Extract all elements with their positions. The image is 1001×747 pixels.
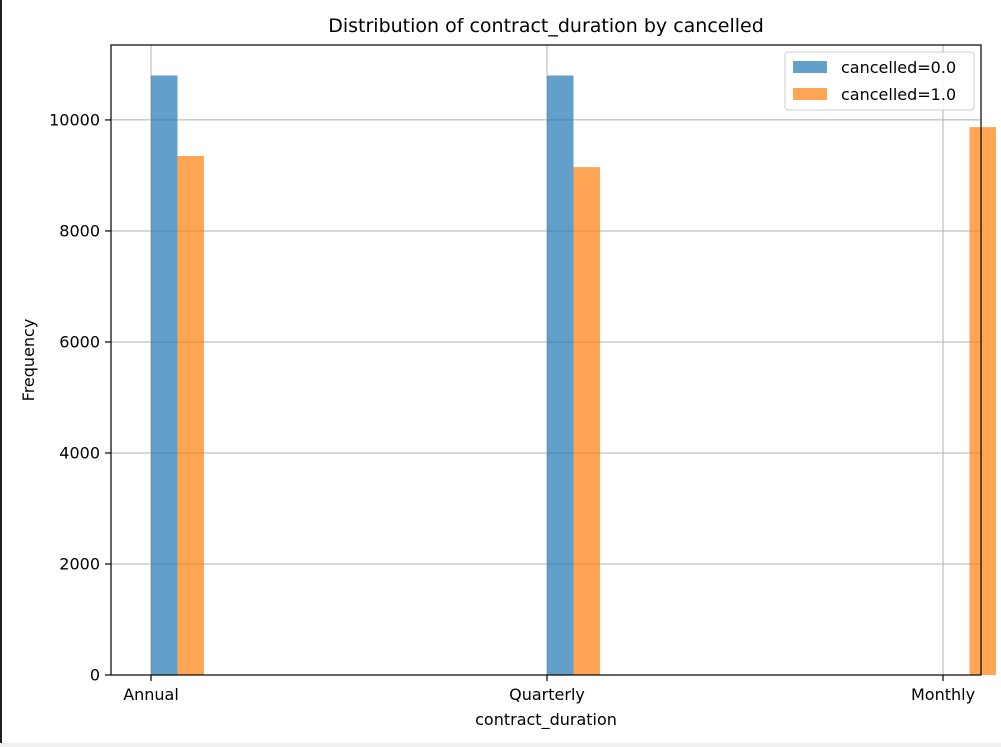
x-tick-label-annual: Annual: [123, 685, 179, 704]
y-tick-label: 0: [90, 666, 100, 685]
legend-label-cancelled-1: cancelled=1.0: [841, 85, 956, 104]
legend-box: [784, 51, 975, 111]
y-tick-label: 10000: [49, 110, 100, 129]
y-tick-label: 8000: [59, 221, 100, 240]
bar-monthly-series-1: [969, 127, 996, 675]
x-axis-label: contract_duration: [475, 710, 617, 730]
x-tick-label-quarterly: Quarterly: [509, 685, 585, 704]
legend-label-cancelled-0: cancelled=0.0: [841, 58, 956, 77]
y-tick-label: 6000: [59, 332, 100, 351]
bar-quarterly-series-0: [547, 75, 574, 676]
legend-swatch-cancelled-1: [793, 88, 827, 100]
bars: [151, 75, 996, 676]
window-bottom-strip: [0, 743, 1001, 747]
legend-swatch-cancelled-0: [793, 61, 827, 73]
chart-title: Distribution of contract_duration by can…: [328, 15, 764, 37]
bar-quarterly-series-1: [573, 167, 600, 675]
y-axis-label: Frequency: [19, 319, 38, 402]
bar-annual-series-1: [177, 156, 204, 676]
grid-lines: [111, 45, 981, 676]
y-tick-label: 2000: [59, 554, 100, 573]
bar-annual-series-0: [151, 75, 178, 676]
plot-area-frame: [110, 44, 982, 676]
y-tick-label: 4000: [59, 443, 100, 462]
window-left-border: [0, 0, 2, 747]
legend: cancelled=0.0 cancelled=1.0: [784, 51, 975, 111]
x-axis-ticks: Annual Quarterly Monthly: [123, 675, 975, 704]
y-axis-ticks: 0 2000 4000 6000 8000 10000: [49, 110, 111, 685]
x-tick-label-monthly: Monthly: [911, 685, 975, 704]
